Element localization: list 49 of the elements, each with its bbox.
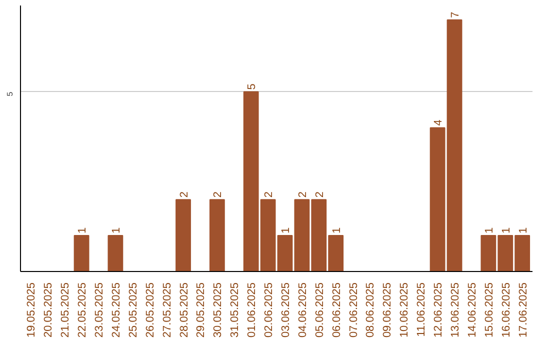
bar (209, 199, 225, 272)
x-tick-label: 30.05.2025 (212, 282, 224, 338)
x-tick-label: 04.06.2025 (296, 282, 309, 338)
x-tick-label: 28.05.2025 (178, 282, 190, 338)
data-label: 2 (296, 191, 309, 198)
x-tick-label: 31.05.2025 (229, 282, 242, 338)
data-label: 1 (330, 227, 343, 234)
x-tick-label: 11.06.2025 (416, 282, 428, 337)
x-tick-label: 13.06.2025 (450, 282, 462, 338)
data-label: 1 (500, 227, 512, 234)
x-tick-label: 29.05.2025 (195, 282, 208, 338)
x-tick-label: 23.05.2025 (93, 282, 106, 338)
x-tick-label: 21.05.2025 (60, 282, 72, 338)
data-label: 1 (110, 227, 122, 234)
data-label: 2 (314, 191, 326, 198)
x-tick-label: 20.05.2025 (42, 282, 55, 338)
x-tick-label: 07.06.2025 (348, 282, 360, 338)
x-tick-label: 14.06.2025 (466, 282, 478, 338)
bar (74, 235, 90, 272)
x-tick-label: 15.06.2025 (483, 282, 496, 338)
x-tick-label: 16.06.2025 (500, 282, 512, 338)
x-tick-label: 10.06.2025 (398, 282, 411, 338)
data-label: 7 (450, 12, 462, 18)
data-label: 1 (280, 227, 292, 234)
bar (176, 199, 191, 272)
x-tick-label: 01.06.2025 (246, 282, 258, 338)
x-tick-label: 26.05.2025 (144, 282, 156, 338)
x-tick-label: 22.05.2025 (76, 282, 89, 338)
data-label: 2 (212, 191, 224, 198)
data-label: 2 (178, 191, 190, 198)
x-tick-label: 06.06.2025 (330, 282, 343, 338)
data-label: 1 (517, 227, 530, 234)
data-label: 5 (246, 84, 258, 90)
x-tick-label: 25.05.2025 (127, 282, 140, 338)
x-tick-label: 17.06.2025 (517, 282, 530, 338)
x-tick-label: 02.06.2025 (263, 282, 276, 338)
x-tick-label: 08.06.2025 (364, 282, 377, 338)
x-tick-label: 12.06.2025 (432, 282, 445, 338)
x-tick-label: 03.06.2025 (280, 282, 292, 338)
x-tick-label: 05.06.2025 (314, 282, 326, 338)
data-label: 1 (76, 227, 89, 234)
x-tick-label: 09.06.2025 (382, 282, 394, 338)
x-tick-label: 24.05.2025 (110, 282, 122, 338)
x-tick-label: 27.05.2025 (161, 282, 174, 338)
data-label: 1 (483, 227, 496, 234)
bar (108, 235, 124, 272)
data-label: 2 (263, 191, 276, 198)
x-tick-label: 19.05.2025 (26, 282, 38, 338)
data-label: 4 (432, 120, 445, 126)
